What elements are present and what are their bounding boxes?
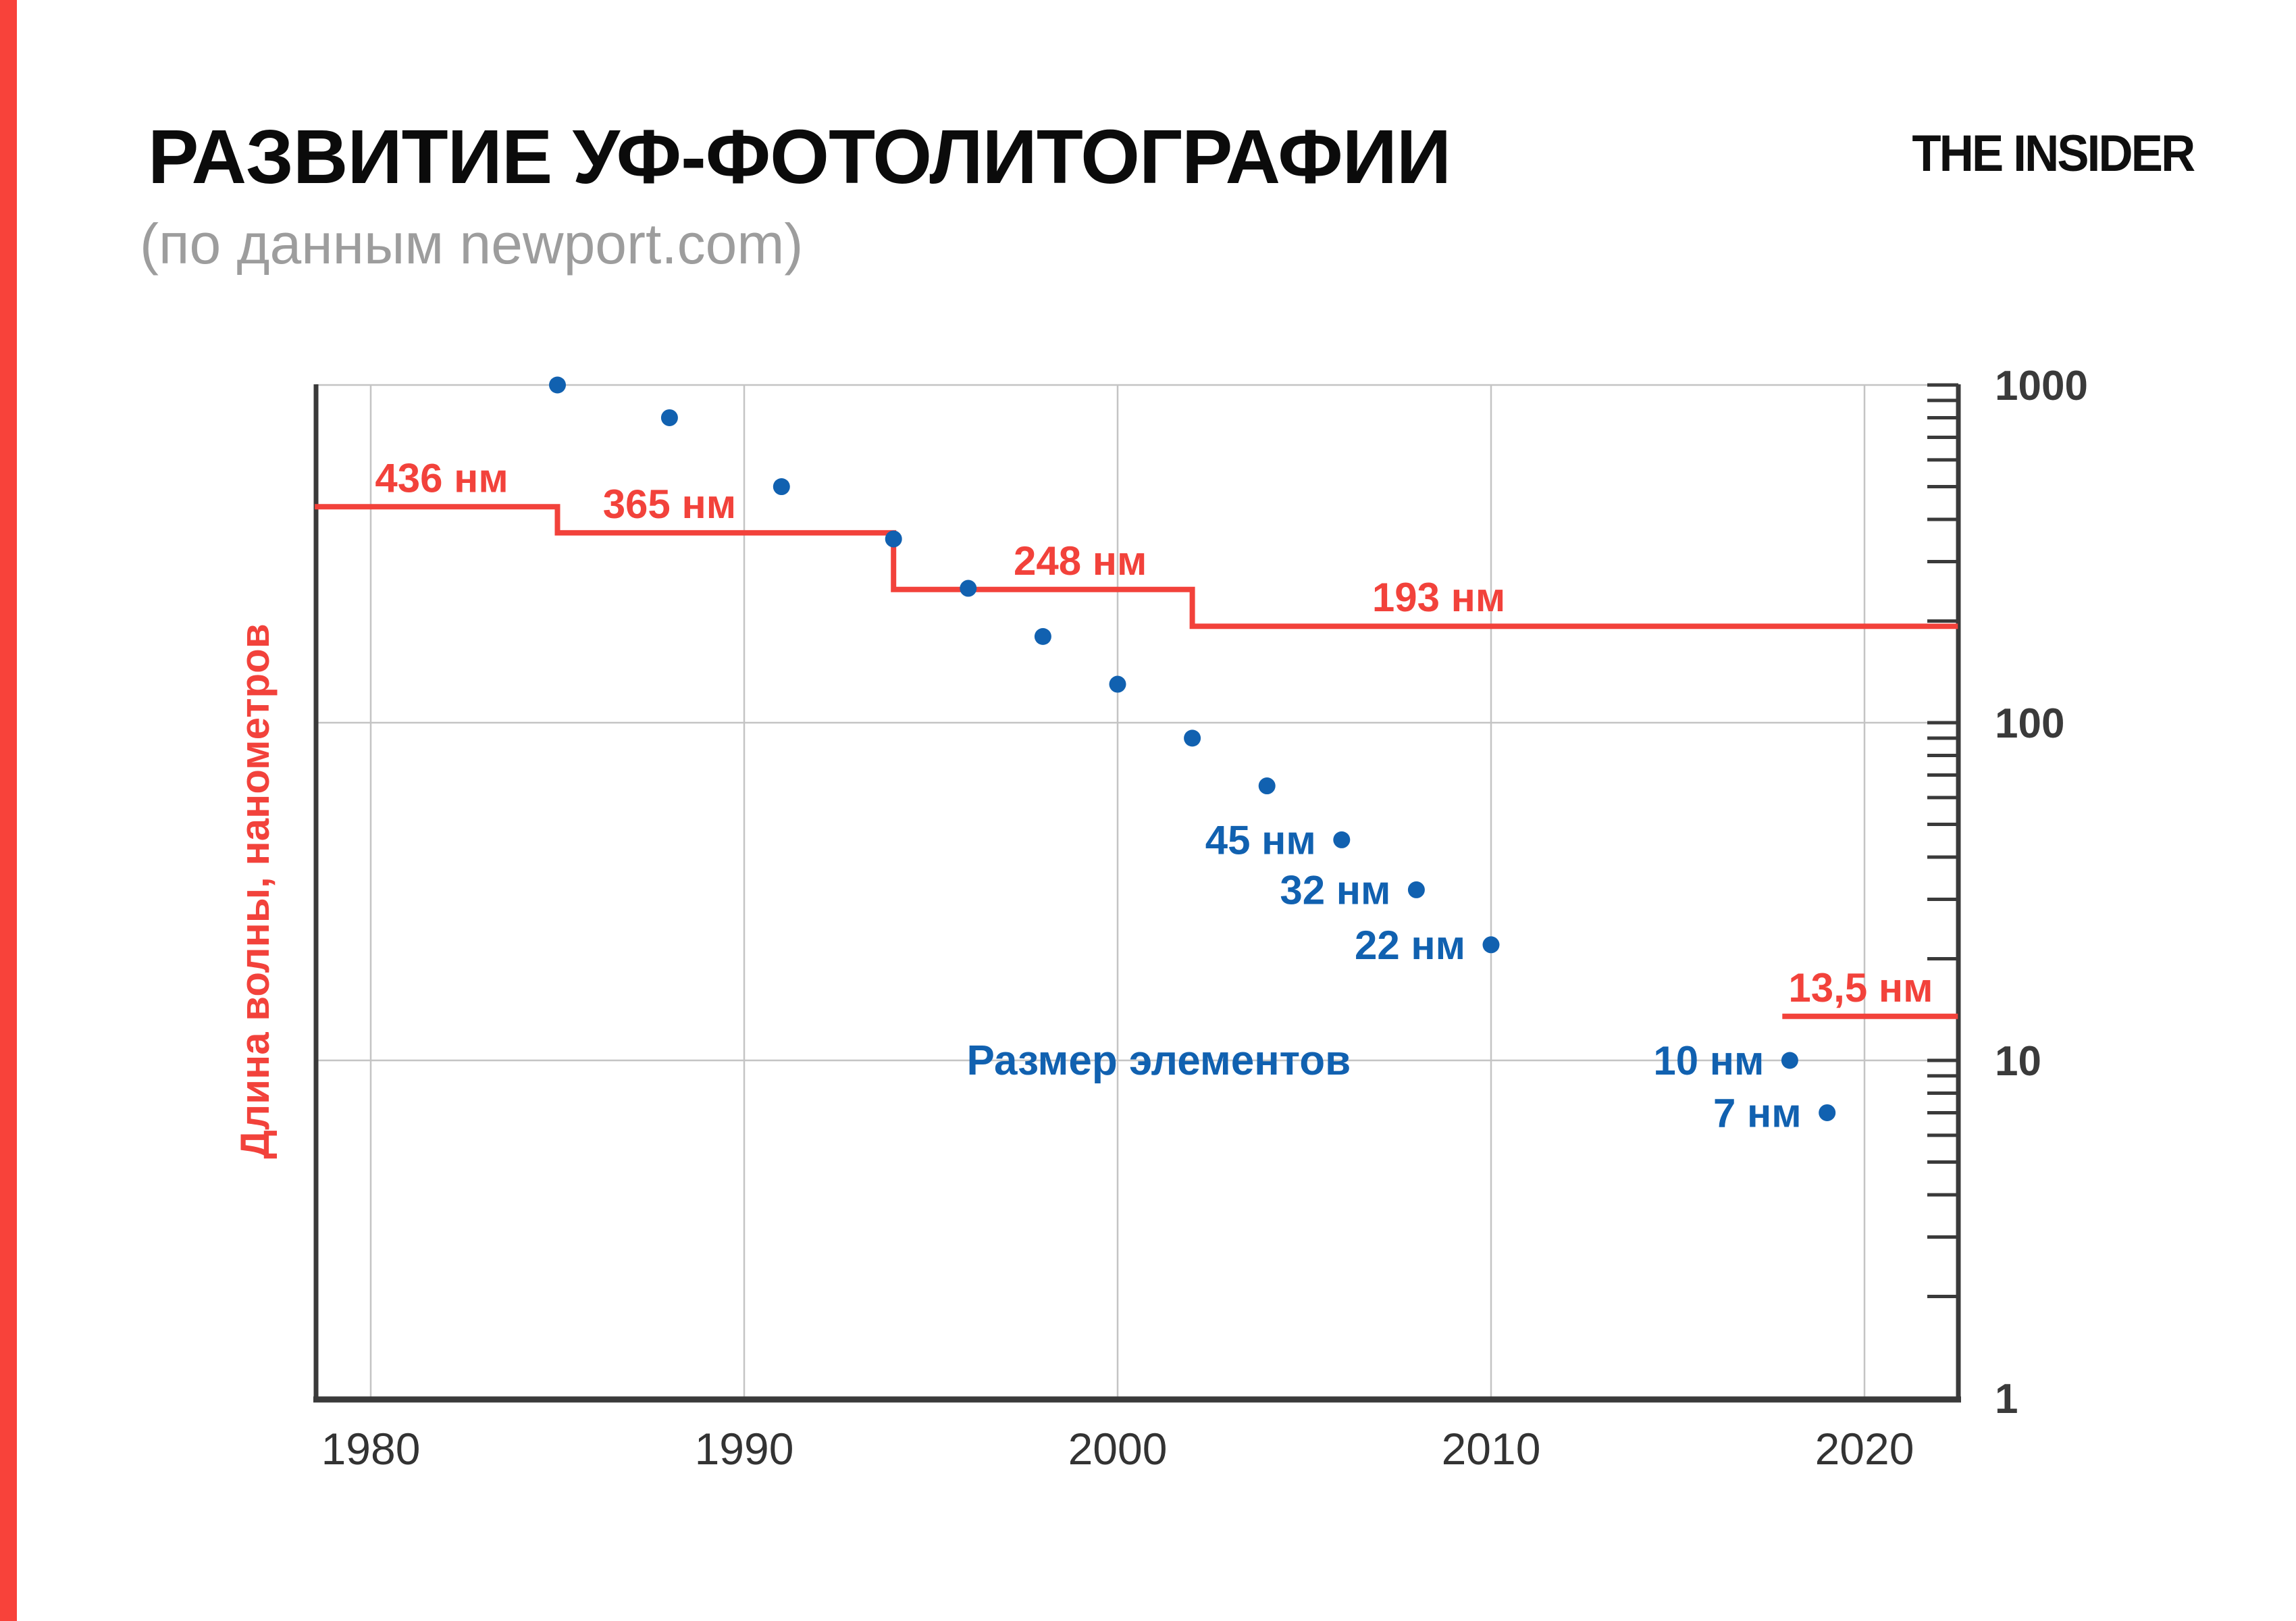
data-point-dot bbox=[1034, 627, 1051, 645]
page-title: РАЗВИТИЕ УФ-ФОТОЛИТОГРАФИИ bbox=[148, 114, 1451, 199]
data-point-label: 32 нм bbox=[1280, 867, 1390, 912]
data-point-dot bbox=[660, 409, 678, 426]
wavelength-step-label: 436 нм bbox=[375, 455, 508, 500]
page-subtitle: (по данным newport.com) bbox=[140, 212, 804, 276]
data-point-dot bbox=[1333, 831, 1351, 848]
chart-header: РАЗВИТИЕ УФ-ФОТОЛИТОГРАФИИ (по данным ne… bbox=[140, 114, 1451, 273]
x-tick-label: 1980 bbox=[321, 1424, 421, 1474]
y-tick-label: 1 bbox=[1995, 1376, 2018, 1422]
x-tick-label: 2000 bbox=[1068, 1424, 1168, 1474]
wavelength-step-line bbox=[315, 504, 1958, 1019]
wavelength-step-label: 193 нм bbox=[1372, 575, 1505, 620]
x-tick-label: 2020 bbox=[1815, 1424, 1914, 1474]
data-point-dot bbox=[1258, 777, 1276, 795]
data-point-dot bbox=[549, 376, 566, 394]
data-point-dot bbox=[1819, 1104, 1836, 1121]
data-point-dot bbox=[1184, 729, 1201, 747]
x-tick-label: 1990 bbox=[695, 1424, 794, 1474]
data-point-dot bbox=[960, 580, 977, 597]
data-point-dot bbox=[1109, 675, 1126, 693]
data-point-label: 10 нм bbox=[1653, 1038, 1764, 1083]
y-axis-title: Длина волны, нанометров bbox=[232, 623, 278, 1158]
y-tick-label: 1000 bbox=[1995, 363, 2088, 409]
brand-logo: THE INSIDER bbox=[1911, 125, 2195, 182]
y-tick-label: 10 bbox=[1995, 1038, 2041, 1085]
data-point-label: 7 нм bbox=[1713, 1090, 1802, 1135]
data-point-dot bbox=[1407, 881, 1425, 898]
data-point-label: 22 нм bbox=[1355, 923, 1465, 968]
wavelength-step-label: 248 нм bbox=[1014, 538, 1147, 584]
wavelength-step-label: 13,5 нм bbox=[1788, 965, 1933, 1010]
data-point-dot bbox=[773, 478, 790, 496]
wavelength-step-label: 365 нм bbox=[603, 482, 736, 527]
x-tick-label: 2010 bbox=[1442, 1424, 1541, 1474]
accent-stripe bbox=[0, 0, 17, 1621]
y-tick-label: 100 bbox=[1995, 700, 2064, 747]
series-label: Размер элементов bbox=[966, 1037, 1351, 1084]
data-point-label: 45 нм bbox=[1205, 817, 1316, 863]
data-point-dot bbox=[885, 530, 902, 548]
data-point-dot bbox=[1482, 936, 1500, 954]
data-point-dot bbox=[1781, 1052, 1798, 1069]
